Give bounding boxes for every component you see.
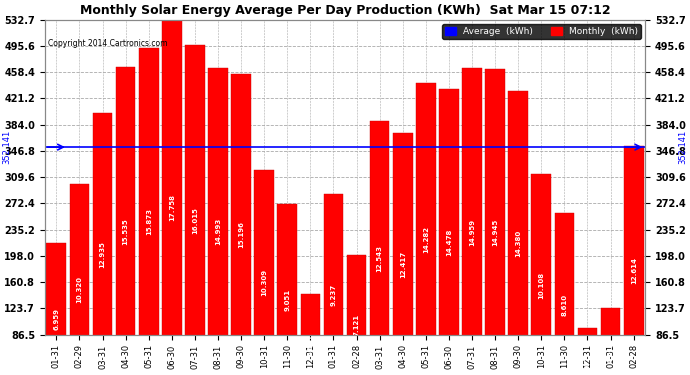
Bar [70, 184, 89, 375]
Text: 8.610: 8.610 [562, 293, 567, 315]
Bar [139, 48, 159, 375]
Bar [485, 69, 505, 375]
Text: 4.014: 4.014 [608, 340, 613, 363]
Text: 352.141: 352.141 [678, 130, 687, 164]
Legend: Average  (kWh), Monthly  (kWh): Average (kWh), Monthly (kWh) [442, 24, 641, 39]
Text: 12.543: 12.543 [377, 245, 383, 272]
Text: 3.071: 3.071 [584, 351, 591, 373]
Text: 4.661: 4.661 [307, 333, 313, 356]
Bar [347, 255, 366, 375]
Text: 12.614: 12.614 [631, 258, 637, 285]
Text: 10.309: 10.309 [262, 269, 267, 296]
Bar [416, 83, 435, 375]
Text: Copyright 2014 Cartronics.com: Copyright 2014 Cartronics.com [48, 39, 168, 48]
Text: 15.535: 15.535 [123, 218, 128, 244]
Text: 14.993: 14.993 [215, 218, 221, 245]
Bar [301, 294, 320, 375]
Text: 6.959: 6.959 [53, 309, 59, 330]
Title: Monthly Solar Energy Average Per Day Production (KWh)  Sat Mar 15 07:12: Monthly Solar Energy Average Per Day Pro… [79, 4, 611, 17]
Text: 10.320: 10.320 [77, 276, 82, 303]
Text: 352.141: 352.141 [3, 130, 12, 164]
Bar [116, 67, 135, 375]
Text: 7.121: 7.121 [353, 314, 359, 336]
Text: 9.237: 9.237 [331, 284, 337, 306]
Bar [555, 213, 574, 375]
Text: 14.478: 14.478 [446, 229, 452, 256]
Text: 14.380: 14.380 [515, 230, 521, 257]
Bar [208, 68, 228, 375]
Bar [324, 194, 343, 375]
Bar [462, 68, 482, 375]
Bar [393, 133, 413, 375]
Bar [277, 204, 297, 375]
Bar [531, 174, 551, 375]
Bar [439, 89, 459, 375]
Bar [231, 74, 251, 375]
Text: 12.417: 12.417 [400, 251, 406, 278]
Text: 15.873: 15.873 [146, 209, 152, 236]
Bar [92, 112, 112, 375]
Bar [162, 20, 181, 375]
Text: 14.282: 14.282 [423, 226, 428, 253]
Bar [185, 45, 205, 375]
Text: 17.758: 17.758 [169, 194, 175, 221]
Bar [46, 243, 66, 375]
Bar [255, 170, 274, 375]
Text: 16.015: 16.015 [192, 207, 198, 234]
Bar [370, 121, 389, 375]
Bar [624, 146, 644, 375]
Text: 15.196: 15.196 [238, 221, 244, 248]
Bar [509, 91, 528, 375]
Bar [601, 308, 620, 375]
Text: 9.051: 9.051 [284, 289, 290, 311]
Text: 10.108: 10.108 [538, 272, 544, 298]
Bar [578, 328, 598, 375]
Text: 14.959: 14.959 [469, 218, 475, 246]
Text: 14.945: 14.945 [492, 219, 498, 246]
Text: 12.935: 12.935 [99, 241, 106, 267]
